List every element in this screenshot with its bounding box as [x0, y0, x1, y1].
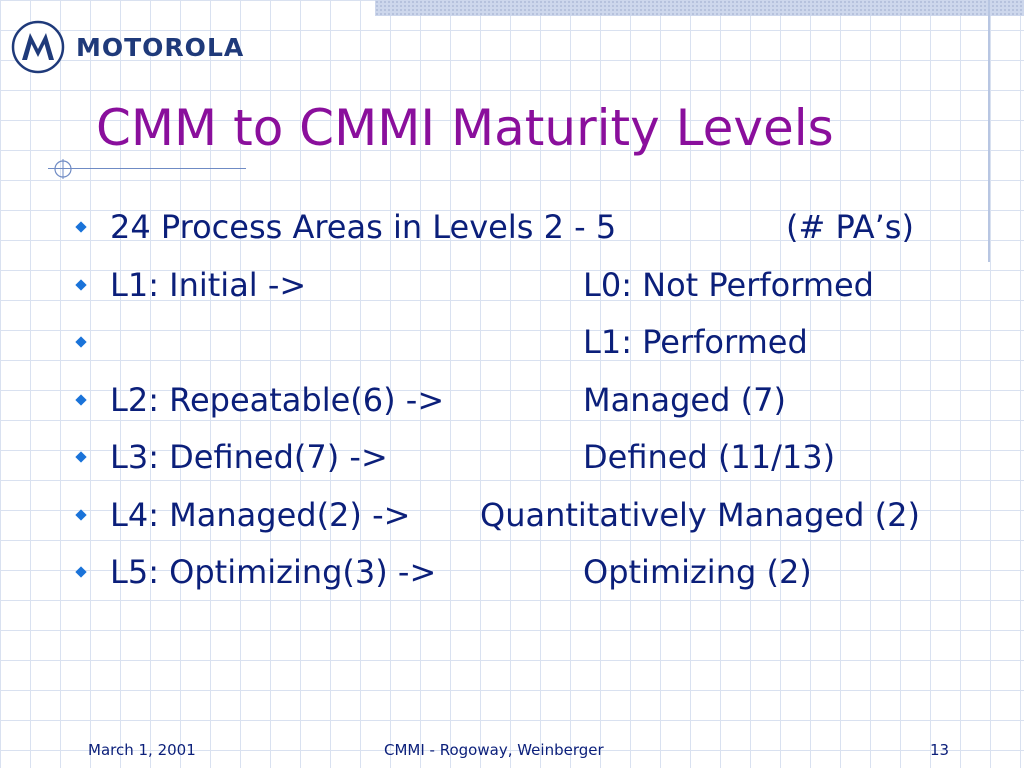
motorola-logo: MOTOROLA: [10, 18, 244, 76]
footer-presenters: CMMI - Rogoway, Weinberger: [384, 741, 604, 759]
bullet-item: L1: Initial -> L0: Not Performed: [72, 258, 972, 316]
decorative-top-band: [375, 0, 1024, 16]
bullet-left-text: 24 Process Areas in Levels 2 - 5: [110, 208, 617, 246]
bullet-left-text: L2: Repeatable(6) ->: [110, 380, 445, 419]
bullet-right-text: Quantitatively Managed (2): [480, 495, 920, 534]
bullet-item: L2: Repeatable(6) -> Managed (7): [72, 373, 972, 431]
slide-title: CMM to CMMI Maturity Levels: [96, 99, 834, 157]
bullet-left-text: L1: Initial ->: [110, 265, 307, 304]
bullet-right-text: Managed (7): [583, 380, 786, 419]
bullet-diamond-icon: [75, 278, 87, 291]
footer-date: March 1, 2001: [88, 741, 196, 759]
bullet-left-text: L4: Managed(2) ->: [110, 495, 411, 534]
bullet-right-text: L0: Not Performed: [583, 265, 874, 304]
bullet-right-text: Defined (11/13): [583, 438, 836, 476]
footer-page-number: 13: [930, 741, 950, 759]
bullet-list: 24 Process Areas in Levels 2 - 5 (# PA’s…: [72, 200, 972, 603]
bullet-item: L5: Optimizing(3) -> Optimizing (2): [72, 545, 972, 603]
title-underline: [48, 168, 246, 169]
bullet-item: L1: Performed: [72, 315, 972, 373]
bullet-item: L4: Managed(2) -> Quantitatively Managed…: [72, 488, 972, 546]
bullet-diamond-icon: [75, 221, 87, 233]
decorative-right-rule: [988, 0, 990, 262]
bullet-diamond-icon: [75, 393, 87, 406]
bullet-right-text: (# PA’s): [786, 208, 914, 246]
motorola-batwing-m-icon: [11, 20, 65, 74]
brand-wordmark: MOTOROLA: [76, 32, 245, 62]
bullet-left-text: L3: Defined(7) ->: [110, 438, 388, 476]
bullet-right-text: Optimizing (2): [583, 553, 812, 591]
bullet-diamond-icon: [75, 336, 87, 348]
title-ornament-icon: [54, 159, 72, 179]
bullet-left-text: L5: Optimizing(3) ->: [110, 553, 437, 591]
bullet-diamond-icon: [75, 508, 87, 521]
bullet-diamond-icon: [75, 451, 87, 463]
bullet-item: 24 Process Areas in Levels 2 - 5 (# PA’s…: [72, 200, 972, 258]
bullet-diamond-icon: [75, 566, 87, 578]
bullet-right-text: L1: Performed: [583, 323, 808, 361]
bullet-item: L3: Defined(7) -> Defined (11/13): [72, 430, 972, 488]
